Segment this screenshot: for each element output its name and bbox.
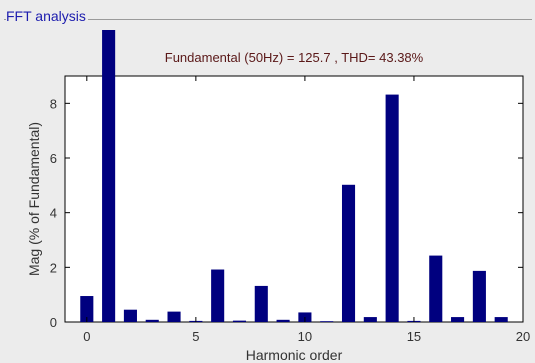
bar-harmonic-17	[451, 317, 465, 322]
bar-harmonic-1	[102, 30, 116, 322]
bar-harmonic-14	[385, 94, 399, 322]
bar-harmonic-3	[145, 319, 159, 322]
x-tick-label-10: 10	[298, 329, 312, 344]
x-tick-label-0: 0	[83, 329, 90, 344]
bar-harmonic-13	[363, 317, 377, 322]
plot-area	[64, 75, 524, 323]
y-tick-label-2: 2	[50, 260, 57, 275]
x-tick-label-20: 20	[516, 329, 530, 344]
bar-harmonic-11	[320, 321, 334, 322]
bar-harmonic-4	[167, 311, 181, 322]
bar-harmonic-12	[341, 184, 356, 322]
x-tick-label-5: 5	[192, 329, 199, 344]
chart-title: Fundamental (50Hz) = 125.7 , THD= 43.38%	[165, 50, 424, 65]
bar-harmonic-19	[494, 317, 508, 322]
y-tick-label-4: 4	[50, 206, 57, 221]
bar-harmonic-8	[254, 285, 268, 322]
x-axis-label: Harmonic order	[246, 347, 343, 363]
y-tick-label-0: 0	[50, 315, 57, 330]
bar-harmonic-18	[472, 270, 486, 322]
bar-harmonic-9	[276, 319, 290, 322]
bar-harmonic-0	[80, 296, 94, 322]
y-axis-label: Mag (% of Fundamental)	[26, 122, 42, 276]
y-tick-label-8: 8	[50, 96, 57, 111]
bar-harmonic-7	[232, 320, 247, 322]
bar-harmonic-6	[211, 269, 225, 322]
x-tick-label-15: 15	[407, 329, 421, 344]
bar-harmonic-2	[123, 309, 137, 322]
panel-frame-line	[4, 19, 532, 20]
y-tick-label-6: 6	[50, 151, 57, 166]
ticks-layer: 0 5 10 15 20 0 2 4 6 8	[50, 76, 530, 344]
bar-harmonic-16	[429, 255, 443, 322]
panel-title: FFT analysis	[6, 8, 88, 24]
